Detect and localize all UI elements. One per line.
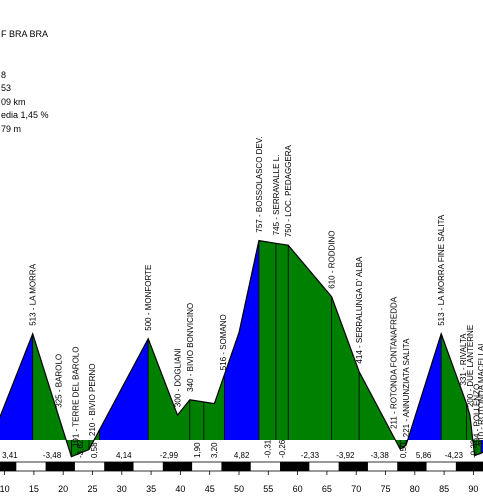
x-tick-label: 75 <box>381 484 391 494</box>
x-tick-label: 30 <box>117 484 127 494</box>
distance-bar-block <box>104 462 134 471</box>
segment-area <box>148 338 190 440</box>
x-tick-label: 15 <box>29 484 39 494</box>
segment-area <box>0 333 33 440</box>
stat-line: 53 <box>1 83 11 93</box>
segment-area <box>189 399 204 440</box>
distance-bar-block <box>162 462 193 471</box>
place-annotation: 414 - SERRALUNGA D' ALBA <box>355 256 364 364</box>
gradient-label: 4,82 <box>234 451 250 460</box>
place-annotation: 211 - ROTONDA FONTANAFREDDA <box>390 296 399 429</box>
x-axis-ticks: 10 15 20 25 30 35 40 45 50 55 60 65 70 75 80 85 90 <box>0 471 478 494</box>
stat-line: 79 m <box>1 124 21 134</box>
gradient-label: 1,90 <box>193 442 202 458</box>
x-tick-label: 55 <box>263 484 273 494</box>
gradient-label: -0,26 <box>278 439 287 458</box>
gradient-label: -3,92 <box>336 451 355 460</box>
segment-area <box>441 333 467 440</box>
place-annotation: 516 - SOMANO <box>219 314 228 370</box>
x-tick-label: 20 <box>58 484 68 494</box>
place-annotation: 210 - ROTONDA MACELLAI <box>477 344 483 446</box>
distance-bar-block <box>45 462 75 471</box>
place-annotation: 610 - RODDINO <box>328 230 337 288</box>
place-annotation: 191 - TERRE DEL BAROLO <box>71 347 80 447</box>
gradient-label: -3,38 <box>371 451 390 460</box>
place-annotation: 300 - DOGLIANI <box>173 348 182 407</box>
segment-area <box>275 243 289 440</box>
route-title: F BRA BRA <box>1 29 48 39</box>
gradient-label: -0,31 <box>263 439 272 458</box>
gradient-label: -3,48 <box>43 451 62 460</box>
segment-area <box>224 240 259 440</box>
stat-line: 09 km <box>1 97 26 107</box>
gradient-label: -3,62 <box>76 439 85 458</box>
segment-area <box>466 403 481 456</box>
profile-outline <box>0 239 483 458</box>
place-annotation: 750 - LOC. PEDAGGERA <box>284 144 293 237</box>
place-annotation: 745 - SERRAVALLE L. <box>272 155 281 236</box>
gradient-label: -2,99 <box>160 451 179 460</box>
x-tick-label: 40 <box>175 484 185 494</box>
x-tick-label: 10 <box>0 484 10 494</box>
place-annotation: 331 - RIVALTA <box>459 333 468 386</box>
x-tick-label: 80 <box>410 484 420 494</box>
gradient-label: 4,14 <box>116 451 132 460</box>
gradient-label: 3,41 <box>2 451 18 460</box>
segment-area <box>288 245 332 440</box>
gradient-label: 5,86 <box>416 451 432 460</box>
stat-line: edia 1,45 % <box>1 110 49 120</box>
stat-line: 8 <box>1 70 6 80</box>
x-tick-label: 65 <box>322 484 332 494</box>
distance-bar-block <box>397 462 427 471</box>
place-annotation: 194 - POLLENZO <box>472 384 481 447</box>
segment-area <box>400 440 406 450</box>
place-annotation: 210 - BIVIO PERNO <box>88 364 97 436</box>
distance-bar-block <box>280 462 310 471</box>
gradient-label: 0,50 <box>399 442 408 458</box>
segment-area <box>331 296 360 440</box>
place-annotation: 200 - DUE LANTERNE <box>466 325 475 407</box>
place-annotation: 500 - MONFORTE <box>144 265 153 331</box>
place-annotation: 340 - BIVIO BONVICINO <box>186 303 195 392</box>
segment-area <box>71 440 89 457</box>
x-tick-label: 85 <box>439 484 449 494</box>
distance-bar-block <box>455 462 483 471</box>
gradient-label: 3,20 <box>210 442 219 458</box>
x-tick-label: 50 <box>234 484 244 494</box>
x-tick-label: 60 <box>293 484 303 494</box>
gradient-labels: 3,41 -3,48 -3,62 0,58 4,14 -2,99 1,90 3,20 4,82 -… <box>2 439 479 460</box>
distance-bar-block <box>0 462 17 471</box>
x-tick-label: 90 <box>468 484 478 494</box>
distance-bar <box>0 461 483 472</box>
distance-bar-block <box>221 462 251 471</box>
place-annotation: 513 - LA MORRA <box>29 263 38 325</box>
place-annotation: 325 - BAROLO <box>54 354 63 408</box>
gradient-label: 0,58 <box>90 442 99 458</box>
x-tick-label: 70 <box>351 484 361 494</box>
x-tick-label: 35 <box>146 484 156 494</box>
profile-line <box>0 239 483 458</box>
place-annotation: 757 - BOSSOLASCO DEV. <box>255 136 264 232</box>
x-tick-label: 45 <box>205 484 215 494</box>
segment-area <box>99 338 149 440</box>
x-tick-label: 25 <box>87 484 97 494</box>
place-annotation: 513 - LA MORRA FINE SALITA <box>437 214 446 326</box>
gradient-label: -2,33 <box>301 451 320 460</box>
place-annotation: 221 - ANNUNZIATA SALITA <box>402 338 411 437</box>
gradient-label: -0,22 <box>470 439 479 458</box>
distance-bar-block <box>338 462 368 471</box>
segment-area <box>258 240 276 440</box>
gradient-label: -4,23 <box>445 451 464 460</box>
